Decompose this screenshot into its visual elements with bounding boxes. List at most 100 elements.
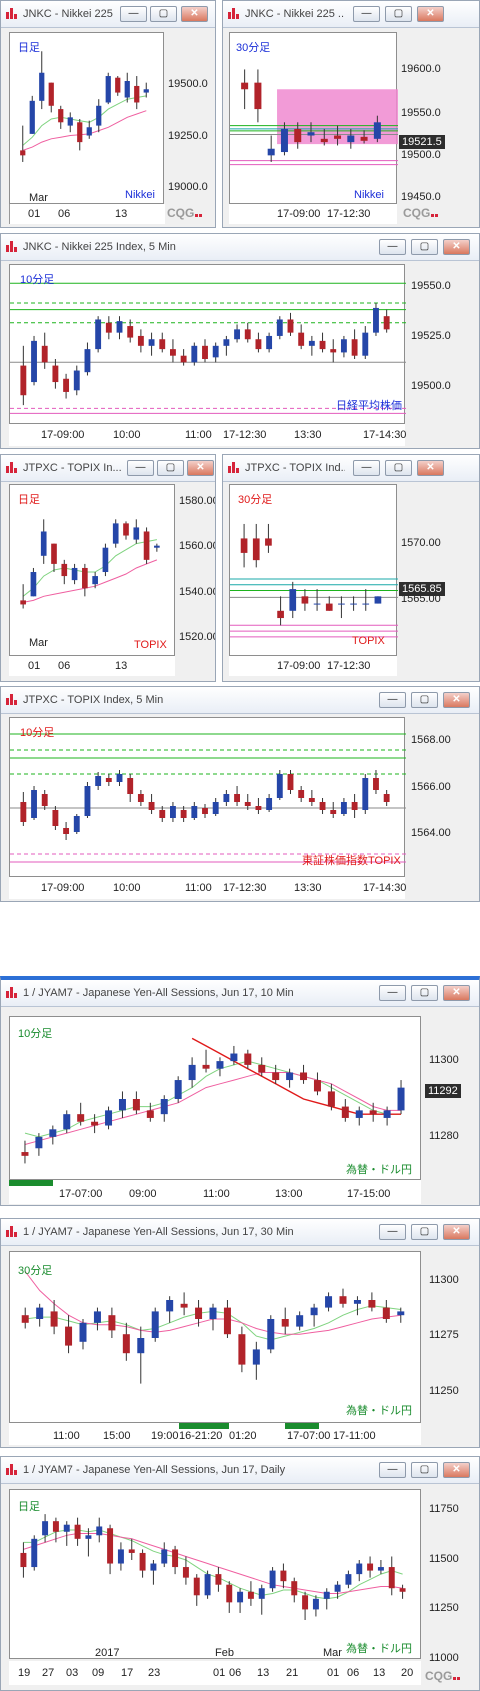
window-titlebar[interactable]: JTPXC - TOPIX In... — ▢ ✕	[1, 455, 215, 482]
candle-body	[41, 345, 48, 363]
y-tick-label: 19550.0	[401, 107, 441, 119]
chart-plot-area[interactable]: 10分足 為替・ドル円	[9, 1016, 421, 1180]
candle-body	[301, 596, 309, 604]
chart-window-yen-30min[interactable]: 1 / JYAM7 - Japanese Yen-All Sessions, J…	[0, 1218, 480, 1448]
chart-window-nikkei-daily[interactable]: JNKC - Nikkei 225 ... — ▢ ✕ 日足 Nikkei 19…	[0, 0, 216, 228]
candle-body	[377, 1567, 384, 1571]
close-button[interactable]: ✕	[443, 1224, 470, 1240]
x-axis	[9, 1180, 421, 1204]
window-titlebar[interactable]: 1 / JYAM7 - Japanese Yen-All Sessions, J…	[1, 980, 479, 1007]
minimize-button[interactable]: —	[127, 460, 154, 476]
candle-body	[338, 603, 345, 605]
minimize-button[interactable]: —	[379, 239, 406, 255]
window-titlebar[interactable]: JTPXC - TOPIX Index, 5 Min — ▢ ✕	[1, 687, 479, 714]
chart-plot-area[interactable]: 30分足 Nikkei	[229, 32, 398, 204]
maximize-button[interactable]: ▢	[411, 985, 438, 1001]
candle-body	[127, 326, 134, 338]
candle-body	[105, 322, 112, 333]
candle-body	[20, 365, 27, 396]
window-title: JTPXC - TOPIX In...	[23, 462, 122, 474]
candle-body	[302, 1595, 309, 1610]
maximize-button[interactable]: ▢	[385, 6, 412, 22]
candle-body	[287, 319, 294, 333]
candle-body	[340, 339, 347, 353]
maximize-button[interactable]: ▢	[157, 460, 184, 476]
chart-window-topix-daily[interactable]: JTPXC - TOPIX In... — ▢ ✕ 日足 TOPIX 1580.…	[0, 454, 216, 682]
candle-body	[191, 345, 198, 363]
chart-window-nikkei-5min[interactable]: JNKC - Nikkei 225 Index, 5 Min — ▢ ✕ 10分…	[0, 233, 480, 449]
moving-average-line	[191, 1037, 401, 1115]
chart-window-yen-10min[interactable]: 1 / JYAM7 - Japanese Yen-All Sessions, J…	[0, 976, 480, 1206]
close-button[interactable]: ✕	[443, 985, 470, 1001]
candle-body	[334, 135, 342, 139]
minimize-button[interactable]: —	[379, 985, 406, 1001]
chart-app-icon	[5, 986, 19, 1000]
candle-body	[351, 339, 358, 356]
maximize-button[interactable]: ▢	[411, 239, 438, 255]
maximize-button[interactable]: ▢	[385, 460, 412, 476]
candle-body	[351, 802, 358, 810]
minimize-button[interactable]: —	[379, 1462, 406, 1478]
maximize-button[interactable]: ▢	[150, 6, 177, 22]
close-button[interactable]: ✕	[443, 1462, 470, 1478]
chart-plot-area[interactable]: 10分足 東証株価指数TOPIX	[9, 717, 406, 877]
candle-body	[170, 349, 176, 356]
candle-body	[40, 531, 47, 556]
candle-body	[42, 1521, 49, 1536]
candle-body	[209, 1307, 217, 1319]
candle-body	[180, 1303, 188, 1308]
close-button[interactable]: ✕	[417, 460, 444, 476]
close-button[interactable]: ✕	[181, 6, 208, 22]
chart-app-icon	[227, 7, 241, 21]
chart-plot-area[interactable]: 日足 TOPIX	[9, 484, 175, 656]
candle-body	[180, 810, 187, 818]
minimize-button[interactable]: —	[353, 460, 380, 476]
y-tick-label: 11000	[429, 1652, 459, 1664]
candle-body	[112, 523, 119, 544]
maximize-button[interactable]: ▢	[411, 1462, 438, 1478]
close-button[interactable]: ✕	[443, 239, 470, 255]
window-titlebar[interactable]: JTPXC - TOPIX Ind... — ▢ ✕	[223, 455, 479, 482]
close-button[interactable]: ✕	[443, 692, 470, 708]
minimize-button[interactable]: —	[379, 692, 406, 708]
candle-body	[91, 1121, 99, 1126]
window-title: JTPXC - TOPIX Ind...	[245, 462, 345, 474]
minimize-button[interactable]: —	[353, 6, 380, 22]
maximize-button[interactable]: ▢	[411, 692, 438, 708]
chart-window-yen-daily[interactable]: 1 / JYAM7 - Japanese Yen-All Sessions, J…	[0, 1456, 480, 1691]
window-titlebar[interactable]: JNKC - Nikkei 225 Index, 5 Min — ▢ ✕	[1, 234, 479, 261]
minimize-button[interactable]: —	[120, 6, 147, 22]
window-titlebar[interactable]: 1 / JYAM7 - Japanese Yen-All Sessions, J…	[1, 1457, 479, 1484]
chart-plot-area[interactable]: 日足 為替・ドル円	[9, 1489, 421, 1659]
maximize-button[interactable]: ▢	[411, 1224, 438, 1240]
candle-body	[308, 798, 315, 802]
chart-window-topix-30min[interactable]: JTPXC - TOPIX Ind... — ▢ ✕ 30分足 TOPIX 15…	[222, 454, 480, 682]
window-titlebar[interactable]: JNKC - Nikkei 225 ... — ▢ ✕	[1, 1, 215, 28]
candle-body	[353, 1300, 361, 1304]
window-titlebar[interactable]: 1 / JYAM7 - Japanese Yen-All Sessions, J…	[1, 1219, 479, 1246]
chart-plot-area[interactable]: 10分足 日経平均株価	[9, 264, 406, 424]
x-tick-label: 21	[286, 1667, 299, 1679]
close-button[interactable]: ✕	[417, 6, 444, 22]
instrument-label: 為替・ドル円	[346, 1643, 412, 1655]
y-tick-label: 19500.0	[168, 78, 208, 90]
chart-window-topix-5min[interactable]: JTPXC - TOPIX Index, 5 Min — ▢ ✕ 10分足 東証…	[0, 686, 480, 902]
window-titlebar[interactable]: JNKC - Nikkei 225 ... — ▢ ✕	[223, 1, 479, 28]
candle-body	[146, 1110, 154, 1118]
chart-window-nikkei-30min[interactable]: JNKC - Nikkei 225 ... — ▢ ✕ 30分足 Nikkei …	[222, 0, 480, 228]
x-tick-label: 20	[401, 1667, 414, 1679]
x-tick-label: 01	[28, 660, 41, 672]
candle-body	[137, 1338, 145, 1354]
candle-body	[137, 794, 144, 802]
minimize-button[interactable]: —	[379, 1224, 406, 1240]
x-tick-label: 17-12:30	[327, 660, 371, 672]
close-button[interactable]: ✕	[187, 460, 214, 476]
candle-body	[50, 1311, 58, 1327]
candlestick-chart	[230, 69, 398, 166]
last-price-badge: 1565.85	[399, 582, 445, 596]
chart-plot-area[interactable]: 30分足 TOPIX	[229, 484, 398, 656]
chart-plot-area[interactable]: 日足 Nikkei	[9, 32, 164, 204]
chart-plot-area[interactable]: 30分足 為替・ドル円	[9, 1251, 421, 1423]
x-tick-label: 13:00	[275, 1188, 303, 1200]
candle-body	[20, 600, 26, 605]
